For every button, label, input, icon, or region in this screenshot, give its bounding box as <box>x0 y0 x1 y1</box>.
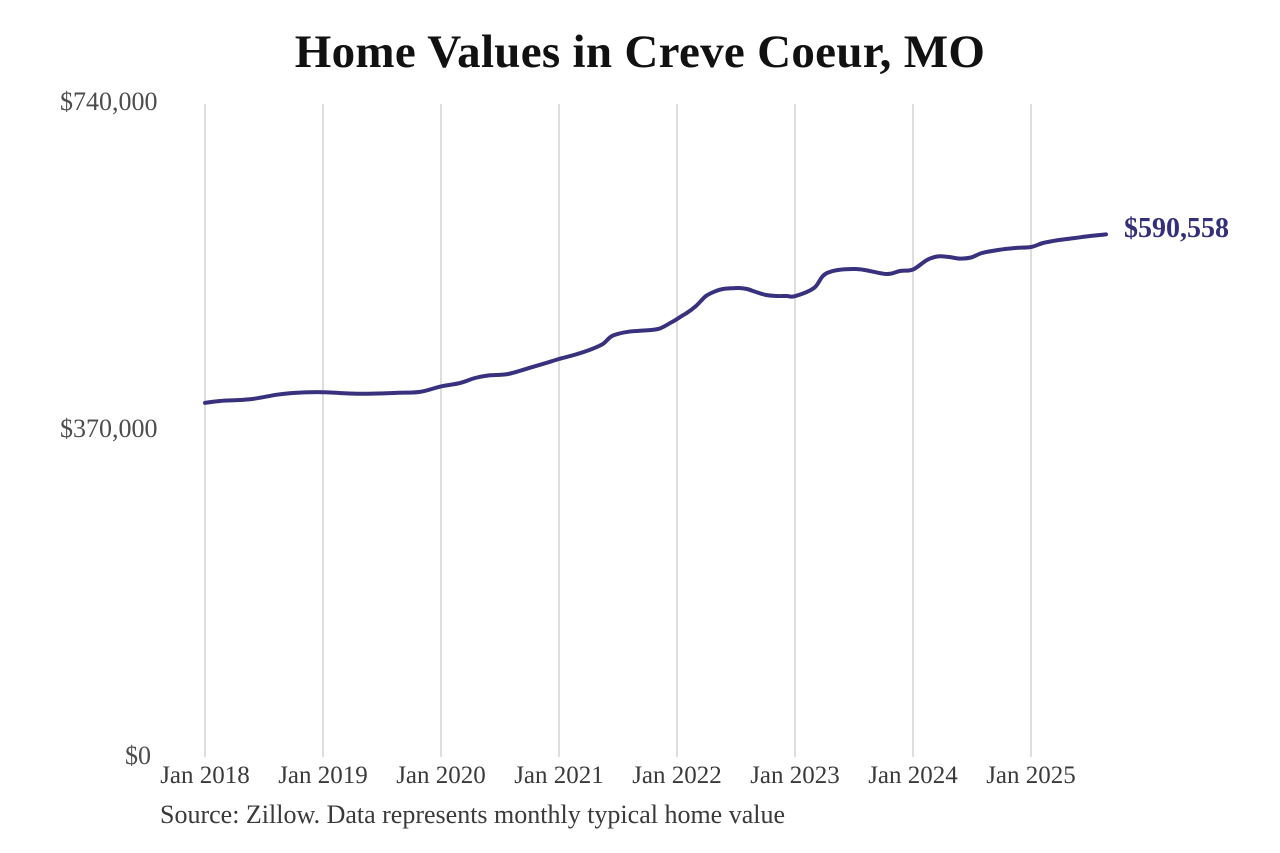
svg-text:Jan 2020: Jan 2020 <box>396 762 486 789</box>
svg-text:$740,000: $740,000 <box>60 87 158 116</box>
svg-text:$370,000: $370,000 <box>60 414 158 443</box>
svg-text:Jan 2019: Jan 2019 <box>278 762 368 789</box>
svg-text:Jan 2025: Jan 2025 <box>986 762 1076 789</box>
svg-text:$0: $0 <box>125 741 151 770</box>
svg-text:Jan 2021: Jan 2021 <box>514 762 604 789</box>
svg-text:$590,558: $590,558 <box>1124 213 1229 244</box>
svg-text:Jan 2023: Jan 2023 <box>750 762 840 789</box>
svg-text:Jan 2024: Jan 2024 <box>868 762 958 789</box>
svg-text:Jan 2018: Jan 2018 <box>160 762 250 789</box>
svg-text:Jan 2022: Jan 2022 <box>632 762 722 789</box>
